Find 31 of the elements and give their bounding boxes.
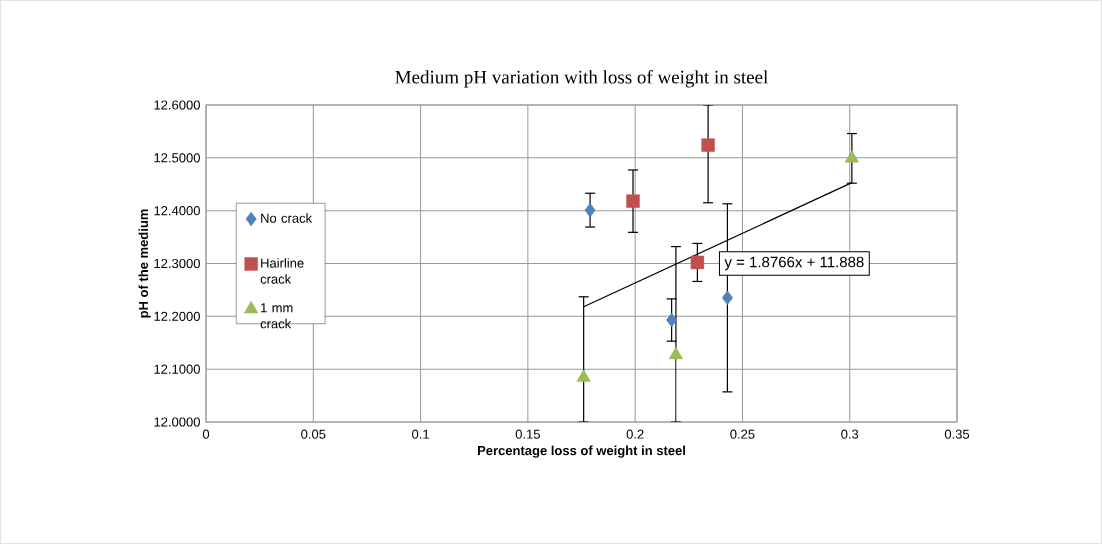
point — [844, 150, 859, 163]
point — [626, 194, 640, 208]
annotation: y = 1.8766x + 11.888 — [724, 256, 864, 271]
y-tick-label: 12.6000 — [154, 100, 200, 110]
point — [668, 346, 684, 360]
x-tick-label: 0.15 — [515, 429, 540, 439]
point — [576, 369, 591, 382]
point — [690, 255, 705, 270]
y-tick-label: 12.4000 — [154, 206, 200, 216]
y-tick-label: 12.5000 — [154, 153, 200, 163]
y-tick-label: 12.0000 — [154, 417, 200, 427]
legend-label: Hairline crack — [260, 258, 304, 284]
legend-label: 1 mm crack — [260, 303, 293, 329]
point — [721, 290, 733, 306]
chart-title: Medium pH variation with loss of weight in steel — [395, 69, 768, 88]
y-tick-label: 12.1000 — [154, 364, 200, 374]
x-tick-label: 0.3 — [841, 429, 859, 439]
x-tick-label: 0.25 — [730, 429, 755, 439]
y-tick-label: 12.2000 — [154, 311, 200, 321]
y-axis-title: pH of the medium — [138, 209, 151, 318]
x-axis-title: Percentage loss of weight in steel — [477, 445, 685, 458]
x-tick-label: 0.35 — [944, 429, 970, 439]
x-tick-label: 0 — [202, 429, 210, 439]
point — [584, 202, 596, 218]
y-tick-label: 12.3000 — [154, 258, 200, 269]
legend-label: No crack — [261, 213, 313, 223]
point — [701, 138, 715, 152]
x-tick-label: 0.2 — [626, 429, 644, 439]
x-tick-label: 0.05 — [301, 429, 326, 439]
point — [666, 312, 678, 328]
x-tick-label: 0.1 — [412, 429, 429, 439]
